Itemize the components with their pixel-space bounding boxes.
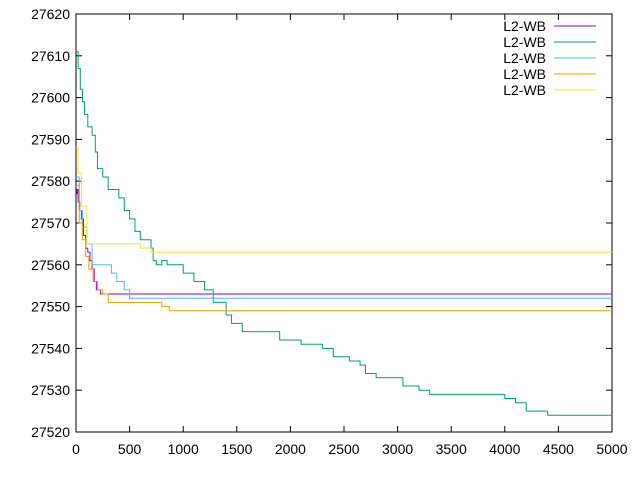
x-tick-label: 1500 [221,441,252,457]
x-tick-label: 1000 [168,441,199,457]
legend-label-4: L2-WB [503,66,546,82]
x-tick-label: 4500 [543,441,574,457]
y-tick-label: 27580 [31,173,70,189]
series-line-1 [76,189,612,295]
y-tick-label: 27570 [31,215,70,231]
axis-ticks: 27520 27530 27540 27550 27560 27570 27580 27590… [31,6,628,457]
legend-label-5: L2-WB [503,82,546,98]
legend-label-3: L2-WB [503,50,546,66]
x-tick-label: 3000 [382,441,413,457]
y-tick-label: 27620 [31,6,70,22]
x-tick-label: 4000 [489,441,520,457]
series-line-4 [76,184,612,312]
y-tick-label: 27550 [31,299,70,315]
x-tick-label: 3500 [436,441,467,457]
x-tick-label: 2500 [328,441,359,457]
series-lines [76,51,612,416]
legend-label-2: L2-WB [503,34,546,50]
series-line-3 [76,176,612,299]
series-line-2 [76,51,612,416]
y-tick-label: 27530 [31,382,70,398]
x-tick-label: 5000 [596,441,627,457]
y-tick-label: 27590 [31,131,70,147]
y-tick-label: 27520 [31,424,70,440]
legend-label-1: L2-WB [503,18,546,34]
x-tick-label: 0 [72,441,80,457]
y-tick-label: 27610 [31,48,70,64]
series-line-5 [76,147,612,253]
y-tick-label: 27600 [31,90,70,106]
y-tick-label: 27540 [31,340,70,356]
x-tick-label: 2000 [275,441,306,457]
x-tick-label: 500 [118,441,142,457]
y-tick-label: 27560 [31,257,70,273]
